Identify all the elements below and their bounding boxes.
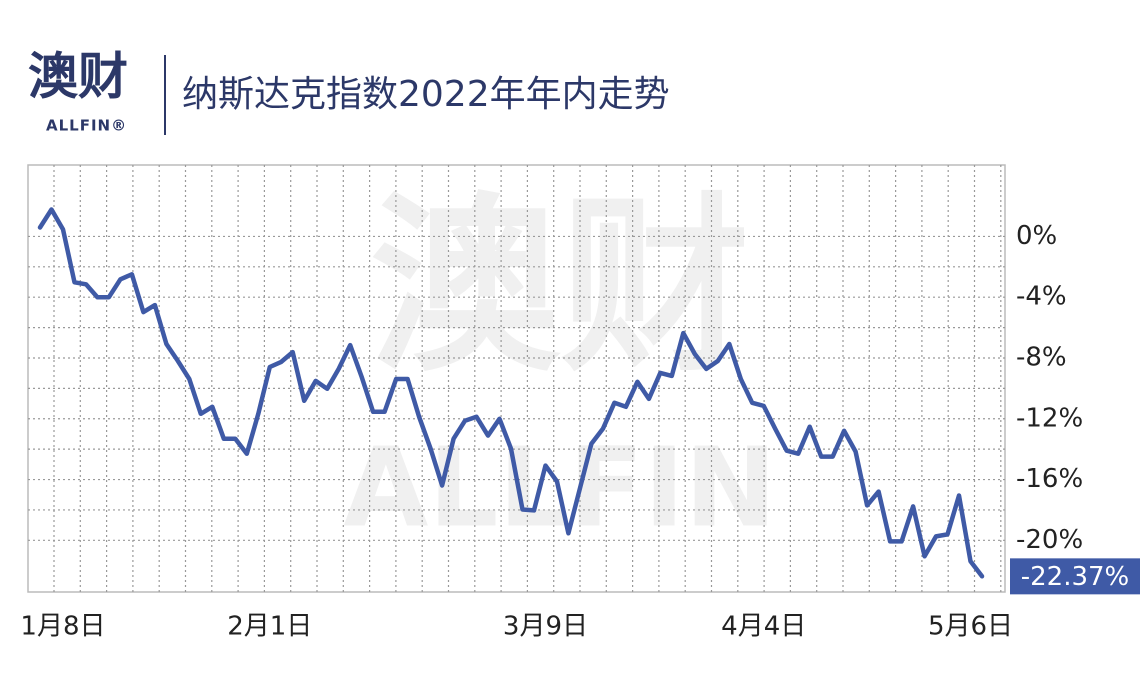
- y-tick-label: -12%: [1016, 403, 1083, 433]
- x-tick-label: 1月8日: [20, 612, 105, 642]
- logo: 澳财: [28, 48, 128, 106]
- y-tick-label: -16%: [1016, 464, 1083, 494]
- value-label: -22.37%: [1021, 562, 1130, 592]
- y-tick-label: -8%: [1016, 342, 1067, 372]
- y-tick-label: -20%: [1016, 525, 1083, 555]
- x-tick-label: 4月4日: [721, 612, 806, 642]
- y-tick-label: -4%: [1016, 282, 1067, 312]
- plot-frame: [27, 164, 1006, 593]
- x-tick-label: 2月1日: [227, 612, 312, 642]
- x-tick-label: 3月9日: [503, 612, 588, 642]
- line: [37, 207, 985, 579]
- watermark: 澳财: [370, 176, 750, 397]
- x-tick-label: 5月6日: [928, 612, 1013, 642]
- chart-title: 纳斯达克指数2022年年内走势: [182, 74, 670, 115]
- value-label-box: [1010, 558, 1140, 595]
- logo-subtext: ALLFIN®: [46, 117, 127, 135]
- y-tick-label: 0%: [1016, 221, 1057, 251]
